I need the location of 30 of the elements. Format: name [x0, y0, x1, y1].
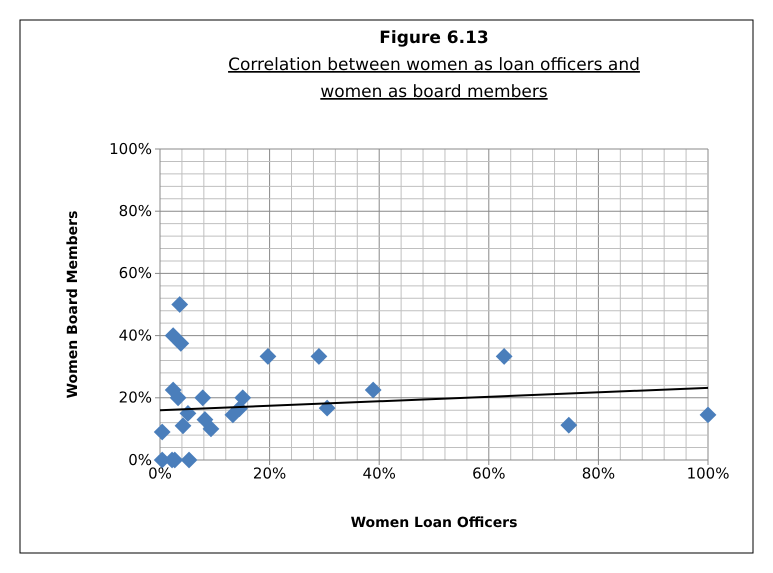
y-tick-label: 40%: [118, 326, 152, 344]
point: [310, 348, 328, 365]
point: [154, 424, 171, 440]
point: [496, 348, 513, 365]
point: [164, 327, 182, 344]
point: [700, 406, 716, 424]
point: [202, 420, 220, 438]
point: [172, 334, 190, 352]
x-tick-label: 20%: [252, 464, 286, 483]
y-tick-label: 60%: [118, 264, 152, 282]
x-tick-label: 60%: [472, 464, 506, 483]
point: [171, 296, 188, 313]
chart-title: Figure 6.13: [379, 28, 489, 48]
x-tick-label: 80%: [582, 464, 616, 483]
chart-subtitle: Correlation between women as loan officers and women as board members: [228, 55, 640, 102]
x-tick-label: 100%: [686, 464, 730, 483]
x-tick-label: 40%: [362, 464, 396, 483]
point: [194, 389, 212, 406]
point: [560, 416, 578, 434]
y-axis-title: Women Board Members: [65, 210, 81, 398]
point: [180, 452, 198, 468]
y-tick-label: 100%: [109, 140, 152, 158]
point: [364, 382, 382, 398]
point: [174, 417, 192, 434]
y-tick-label: 80%: [118, 202, 152, 220]
point: [170, 389, 186, 406]
point: [196, 411, 214, 428]
y-tick-label: 20%: [118, 388, 152, 407]
point: [260, 348, 276, 365]
x-axis-title: Women Loan Officers: [350, 515, 518, 531]
